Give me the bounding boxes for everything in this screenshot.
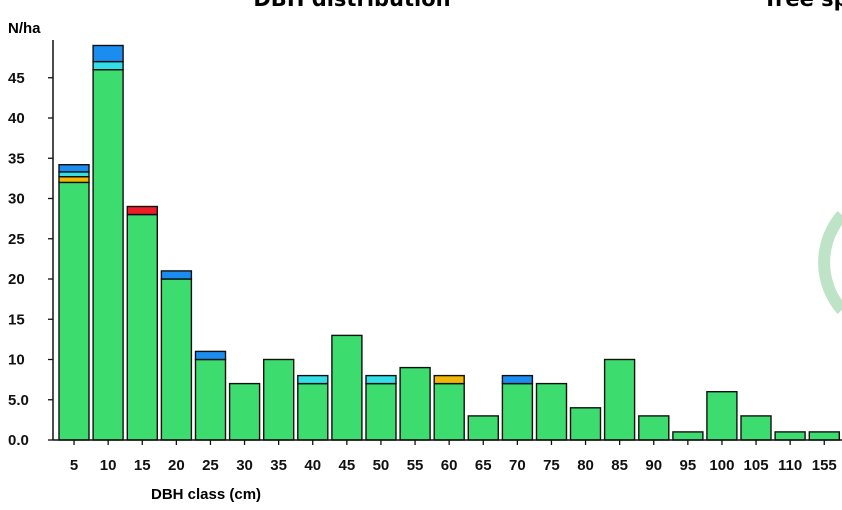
bar-segment-yellow-60: [433, 374, 465, 385]
x-tick-label: 75: [543, 457, 560, 474]
bar-segment-red-15: [126, 205, 159, 216]
axes-group: [52, 40, 842, 441]
decorative-ring: [818, 211, 842, 314]
x-tick-label: 110: [778, 457, 802, 474]
y-tick-label: 20: [8, 271, 25, 288]
bar-segment-cyan-5: [58, 171, 90, 178]
y-axis-label: N/ha: [8, 20, 41, 37]
bar-segment-blue-20: [160, 270, 193, 280]
bar-segment-green-40: [297, 382, 329, 441]
bar-segment-green-20: [160, 278, 193, 441]
x-tick-label: 100: [709, 457, 734, 474]
bar-segment-green-70: [501, 382, 534, 441]
x-tick-label: 105: [744, 457, 769, 474]
bar-segment-green-85: [603, 358, 636, 441]
bar-segment-green-95: [672, 431, 704, 441]
bar-segment-green-100: [706, 391, 738, 441]
bar-segment-green-105: [740, 415, 772, 441]
bar-segment-green-30: [228, 382, 261, 441]
bar-segment-green-90: [638, 415, 670, 441]
y-tick-label: 0.0: [8, 432, 29, 449]
x-tick-label: 40: [304, 457, 321, 474]
y-tick-label: 30: [8, 191, 25, 208]
y-tick-label: 40: [8, 110, 25, 127]
next-chart-title: Tree sp: [763, 0, 842, 11]
x-tick-label: 25: [202, 457, 219, 474]
bar-segment-green-35: [263, 358, 295, 441]
y-tick-label: 35: [8, 150, 25, 167]
x-axis-label: DBH class (cm): [151, 486, 261, 503]
y-tick-label: 10: [8, 352, 25, 369]
bar-segment-green-75: [535, 382, 568, 441]
bar-segment-blue-25: [194, 350, 227, 361]
x-tick-label: 30: [236, 457, 253, 474]
x-tick-label: 70: [509, 457, 526, 474]
x-tick-label: 80: [577, 457, 594, 474]
bars-group: [58, 44, 840, 441]
bar-segment-green-50: [365, 382, 397, 441]
bar-segment-green-110: [774, 431, 806, 441]
x-tick-label: 55: [407, 457, 424, 474]
x-tick-label: 95: [680, 457, 697, 474]
bar-segment-cyan-10: [92, 60, 124, 71]
x-tick-label: 20: [168, 457, 185, 474]
bar-segment-green-65: [467, 415, 499, 441]
x-tick-label: 5: [70, 457, 78, 474]
bar-segment-blue-10: [92, 44, 124, 63]
x-tick-label: 15: [134, 457, 151, 474]
x-tick-label: 50: [373, 457, 390, 474]
x-tick-label: 10: [100, 457, 117, 474]
x-tick-label: 85: [611, 457, 628, 474]
bar-segment-cyan-50: [365, 374, 397, 385]
ticks-group: 0.0 5.0 10 15 20 25 30 35 40 45 5 10 15 20 25 30 35 40 45 5…: [8, 70, 837, 474]
bar-segment-blue-5: [58, 163, 90, 173]
bar-segment-green-60: [433, 382, 465, 441]
x-tick-label: 35: [270, 457, 287, 474]
bar-segment-green-5: [58, 181, 90, 441]
y-tick-label: 5.0: [8, 392, 29, 409]
bar-segment-green-25: [194, 358, 227, 441]
x-tick-label: 155: [812, 457, 837, 474]
bar-segment-green-80: [569, 407, 602, 441]
bar-segment-blue-70: [501, 374, 534, 385]
y-tick-label: 25: [8, 231, 25, 248]
bar-segment-green-55: [399, 366, 431, 441]
bar-segment-green-155: [808, 431, 840, 441]
x-tick-label: 45: [339, 457, 356, 474]
bar-segment-cyan-40: [297, 374, 329, 385]
x-tick-label: 65: [475, 457, 492, 474]
x-tick-label: 60: [441, 457, 458, 474]
x-tick-label: 90: [645, 457, 662, 474]
y-tick-label: 15: [8, 311, 25, 328]
bar-segment-green-10: [92, 68, 124, 441]
bar-segment-green-45: [331, 334, 363, 441]
bar-segment-green-15: [126, 213, 159, 441]
bar-segment-yellow-5: [58, 176, 90, 184]
y-tick-label: 45: [8, 70, 25, 87]
chart-title: DBH distribution: [253, 0, 450, 11]
